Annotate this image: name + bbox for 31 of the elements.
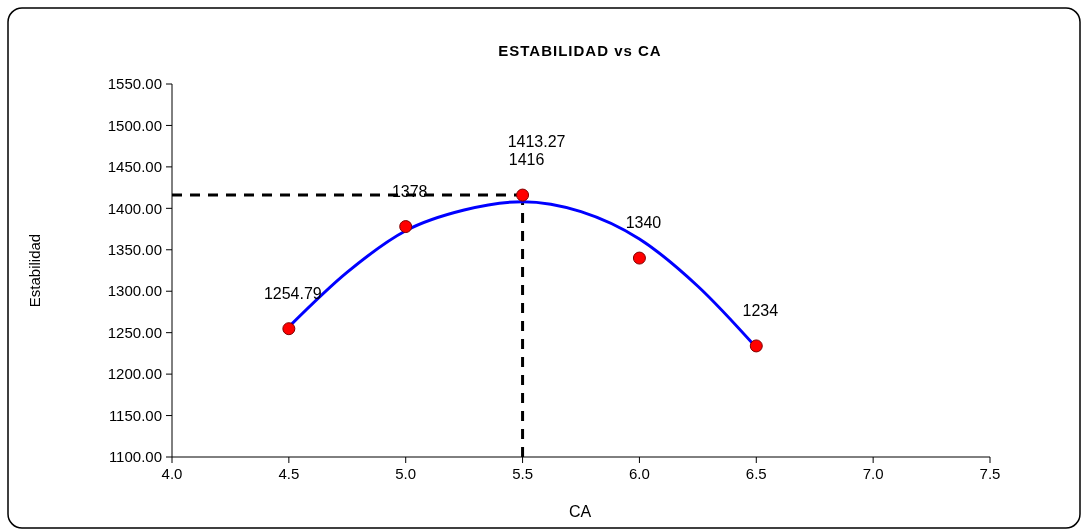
y-tick-label: 1100.00: [108, 448, 162, 466]
y-tick-label: 1200.00: [107, 365, 162, 383]
x-tick-label: 5.5: [512, 465, 533, 482]
y-tick-label: 1500.00: [107, 116, 162, 134]
point: [282, 322, 296, 336]
y-tick-label: 1550.00: [107, 75, 162, 93]
x-tick-label: 7.0: [862, 465, 884, 482]
y-tick-label: 1350.00: [107, 241, 162, 259]
y-tick-label: 1400.00: [107, 199, 162, 217]
y-tick-label: 1150.00: [108, 406, 162, 424]
x-axis-title: CA: [568, 503, 592, 520]
point: [516, 188, 530, 202]
data-label: 1234: [742, 301, 779, 319]
x-tick-label: 6.5: [745, 465, 767, 482]
y-tick-label: 1250.00: [107, 323, 162, 341]
x-tick-label: 5.0: [395, 465, 417, 482]
data-label: 1254.79: [263, 284, 322, 302]
y-tick-label: 1300.00: [107, 282, 162, 300]
x-tick-label: 6.0: [629, 465, 650, 482]
x-tick-label: 7.5: [979, 465, 1001, 482]
y-axis-title: Estabilidad: [26, 233, 43, 308]
data-label: 1416: [508, 151, 545, 169]
data-label: 1340: [625, 214, 662, 232]
point: [749, 339, 763, 353]
y-tick-label: 1450.00: [107, 158, 162, 176]
point: [632, 251, 646, 265]
point: [399, 220, 413, 234]
x-tick-label: 4.0: [161, 465, 183, 482]
x-tick-label: 4.5: [278, 465, 300, 482]
annotation: 1413.27: [507, 133, 566, 151]
chart-title: ESTABILIDAD vs CA: [498, 42, 662, 59]
